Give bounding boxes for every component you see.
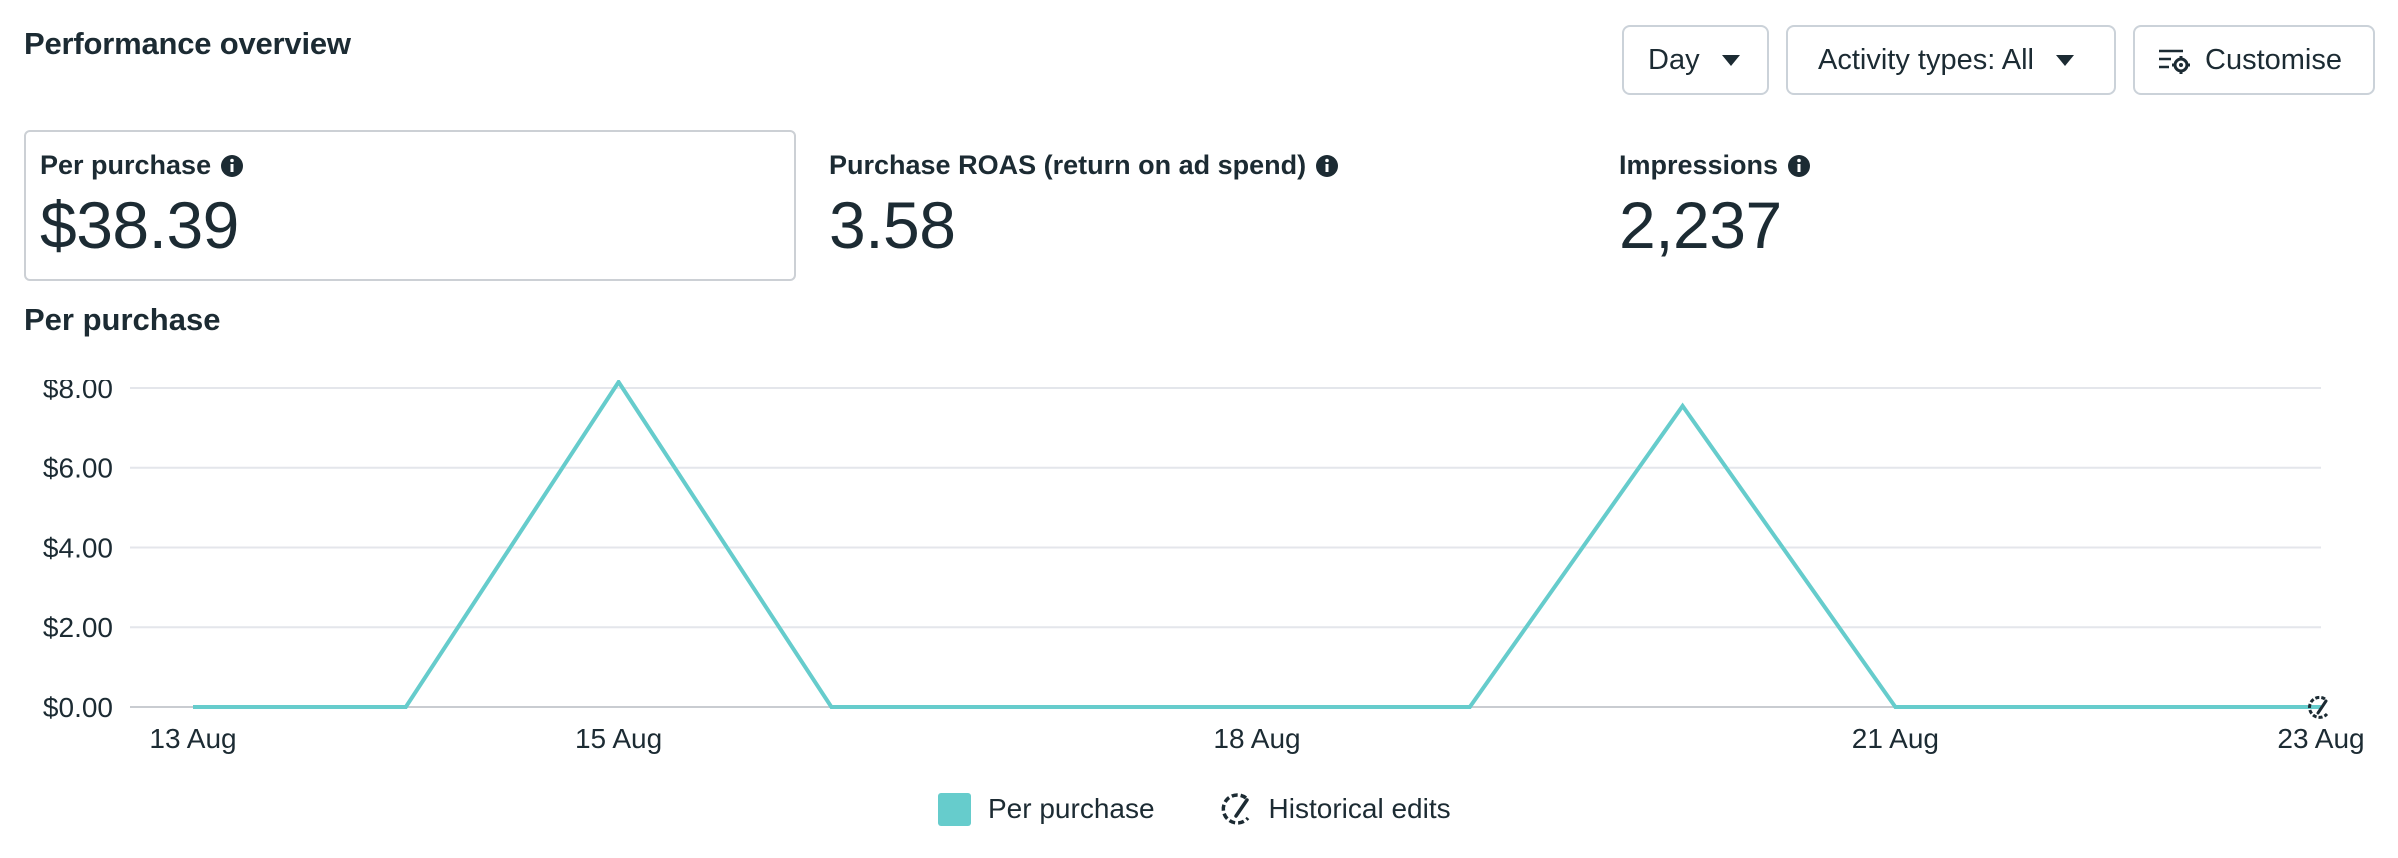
info-icon[interactable]	[220, 154, 244, 178]
x-tick-label: 18 Aug	[1213, 723, 1300, 754]
y-tick-label: $4.00	[43, 532, 113, 563]
day-dropdown-label: Day	[1648, 43, 1700, 76]
x-tick-label: 23 Aug	[2277, 723, 2364, 754]
x-tick-label: 21 Aug	[1852, 723, 1939, 754]
customise-button[interactable]: Customise	[2133, 25, 2375, 95]
page-title: Performance overview	[24, 26, 351, 61]
metric-impressions[interactable]: Impressions 2,237	[1619, 150, 1811, 263]
legend-label-per-purchase: Per purchase	[988, 793, 1155, 824]
metric-label: Purchase ROAS (return on ad spend)	[829, 150, 1307, 180]
day-dropdown[interactable]: Day	[1622, 25, 1769, 95]
info-icon[interactable]	[1787, 154, 1811, 178]
chart-legend: Per purchase Historical edits	[938, 790, 1451, 828]
y-tick-label: $2.00	[43, 612, 113, 643]
activity-types-dropdown[interactable]: Activity types: All	[1786, 25, 2116, 95]
toolbar: Day Activity types: All Customise	[1622, 25, 2375, 95]
line-chart: $0.00 $2.00 $4.00 $6.00 $8.00 13 Aug 15 Aug 18 …	[43, 380, 2365, 754]
y-tick-label: $8.00	[43, 380, 113, 404]
activity-types-label: Activity types: All	[1818, 43, 2034, 76]
settings-list-icon	[2159, 49, 2190, 74]
legend-label-historical-edits: Historical edits	[1268, 793, 1451, 824]
series-line-per-purchase	[193, 380, 2321, 709]
historical-edits-icon-needle	[2316, 699, 2328, 715]
customise-label: Customise	[2205, 43, 2342, 76]
metric-label: Per purchase	[40, 150, 212, 180]
metric-value: $38.39	[40, 188, 239, 262]
metric-per-purchase[interactable]: Per purchase $38.39	[40, 150, 244, 263]
legend-swatch-per-purchase	[938, 792, 971, 826]
y-tick-label: $0.00	[43, 692, 113, 723]
x-tick-label: 15 Aug	[575, 723, 662, 754]
x-tick-label: 13 Aug	[149, 723, 236, 754]
metric-value: 2,237	[1619, 188, 1782, 262]
caret-down-icon	[2055, 54, 2074, 66]
metric-purchase-roas[interactable]: Purchase ROAS (return on ad spend) 3.58	[829, 150, 1339, 263]
historical-edit-marker	[2308, 695, 2329, 719]
historical-edits-icon	[1221, 793, 1249, 825]
y-tick-label: $6.00	[43, 453, 113, 484]
caret-down-icon	[1721, 54, 1740, 66]
selected-metric-card[interactable]	[24, 130, 796, 281]
metric-label: Impressions	[1619, 150, 1779, 180]
historical-edits-icon	[2308, 695, 2329, 719]
chart-title: Per purchase	[24, 302, 221, 337]
info-icon[interactable]	[1315, 154, 1339, 178]
metric-value: 3.58	[829, 188, 956, 262]
